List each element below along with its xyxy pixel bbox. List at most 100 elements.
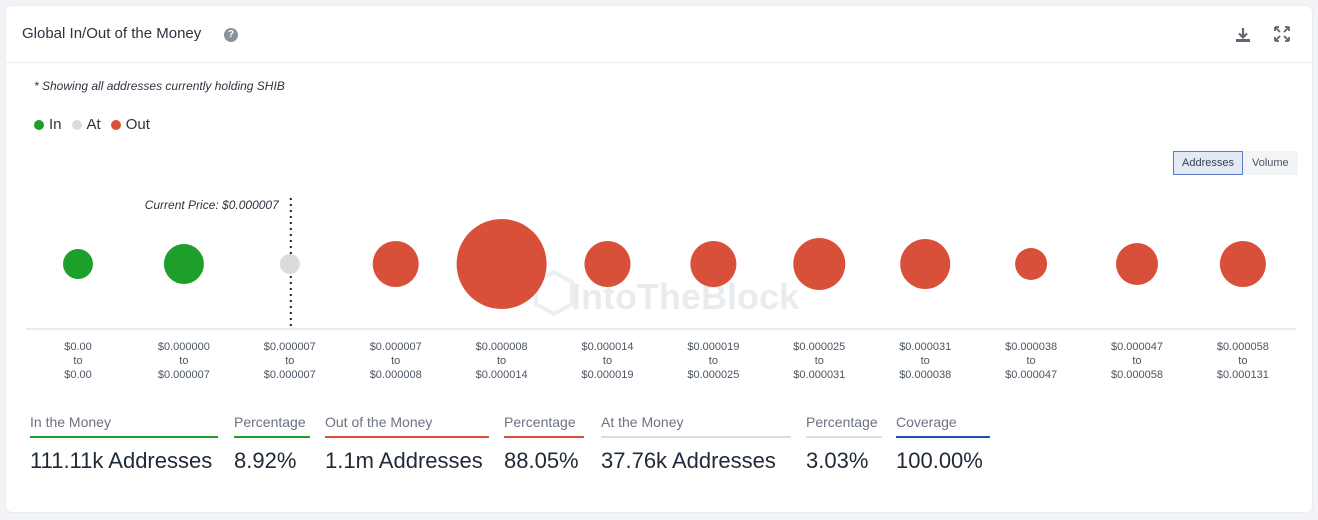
tick-label-separator: to [179,355,188,367]
tick-label-from: $0.000007 [370,341,422,353]
tick-label-from: $0.000019 [687,341,739,353]
tick-label-from: $0.000014 [582,341,634,353]
tick-label-separator: to [497,355,506,367]
stat-block: In the Money 111.11k Addresses [30,414,218,474]
stat-label: At the Money [601,414,684,430]
tick-label-separator: to [709,355,718,367]
chart-card: Global In/Out of the Money ? * Showing a… [6,6,1312,512]
stat-underline [325,436,489,438]
volume-toggle-button[interactable]: Volume [1242,151,1298,175]
stat-label: Percentage [504,414,576,430]
bubble-out[interactable] [584,241,631,287]
tick-label-from: $0.000000 [158,341,210,353]
tick-label-to: $0.000031 [793,369,845,381]
legend-dot-out [110,119,121,130]
stat-value: 37.76k Addresses [601,448,776,473]
tick-label-to: $0.000007 [264,369,316,381]
bubble-out[interactable] [690,241,737,287]
current-price-label: Current Price: $0.000007 [145,198,280,212]
legend: In At Out [34,116,160,133]
tick-label-separator: to [1027,355,1036,367]
tick-label-to: $0.000058 [1111,369,1163,381]
stat-block: Percentage 3.03% [806,414,882,474]
tick-label-to: $0.000025 [687,369,739,381]
stat-underline [504,436,584,438]
tick-label-separator: to [73,355,82,367]
tick-label-from: $0.000058 [1217,341,1269,353]
legend-item-out[interactable]: Out [110,116,150,133]
question-circle-icon[interactable]: ? [224,28,238,42]
stat-block: Coverage 100.00% [896,414,990,474]
bubble-out[interactable] [1116,243,1158,285]
stat-value: 3.03% [806,448,869,473]
tick-label-from: $0.000008 [476,341,528,353]
tick-label-separator: to [1132,355,1141,367]
tick-label-separator: to [815,355,824,367]
legend-label-at: At [86,116,101,133]
card-header: Global In/Out of the Money ? [6,6,1312,63]
expand-icon[interactable] [1274,26,1290,42]
tick-label-to: $0.000007 [158,369,210,381]
stat-label: Coverage [896,414,957,430]
stat-underline [30,436,218,438]
tick-label-separator: to [921,355,930,367]
addresses-toggle-button[interactable]: Addresses [1173,151,1243,175]
watermark-logo-icon [534,269,574,317]
tick-label-from: $0.000025 [793,341,845,353]
bubble-in[interactable] [163,244,204,284]
tick-label-separator: to [1238,355,1247,367]
stat-value: 111.11k Addresses [30,448,213,473]
summary-stats: In the Money 111.11k Addresses Percentage 8… [30,414,1030,494]
stat-underline [806,436,882,438]
tick-label-separator: to [285,355,294,367]
download-icon[interactable] [1234,26,1252,44]
stat-value: 8.92% [234,448,297,473]
bubble-out[interactable] [1015,248,1048,280]
tick-label-from: $0.000031 [899,341,951,353]
stat-block: Percentage 8.92% [234,414,310,474]
stat-value: 100.00% [896,448,983,473]
bubble-at[interactable] [279,254,300,274]
bubble-out[interactable] [456,219,547,309]
stat-label: Percentage [806,414,878,430]
stat-underline [896,436,990,438]
tick-label-from: $0.000007 [264,341,316,353]
stat-value: 1.1m Addresses [325,448,483,473]
legend-dot-at [71,119,82,130]
page-title: Global In/Out of the Money [22,25,202,42]
stat-value: 88.05% [504,448,579,473]
tick-label-to: $0.00 [64,369,92,381]
stat-label: Out of the Money [325,414,433,430]
tick-label-from: $0.00 [64,341,92,353]
tick-label-to: $0.000131 [1217,369,1269,381]
tick-label-to: $0.000047 [1005,369,1057,381]
bubble-in[interactable] [63,249,93,279]
tick-label-to: $0.000019 [582,369,634,381]
bubble-out[interactable] [372,241,419,287]
legend-label-in: In [49,116,62,133]
tick-label-to: $0.000014 [476,369,528,381]
tick-label-separator: to [391,355,400,367]
legend-item-in[interactable]: In [34,116,62,133]
tick-label-separator: to [603,355,612,367]
tick-label-to: $0.000008 [370,369,422,381]
stat-block: Percentage 88.05% [504,414,584,474]
stat-block: At the Money 37.76k Addresses [601,414,791,474]
stat-underline [601,436,791,438]
tick-label-from: $0.000047 [1111,341,1163,353]
legend-item-at[interactable]: At [71,116,101,133]
stat-label: In the Money [30,414,111,430]
legend-label-out: Out [125,116,150,133]
tick-label-to: $0.000038 [899,369,951,381]
bubble-out[interactable] [900,239,951,289]
stat-block: Out of the Money 1.1m Addresses [325,414,489,474]
bubble-out[interactable] [1219,241,1266,287]
stat-label: Percentage [234,414,306,430]
holding-note: * Showing all addresses currently holdin… [34,79,285,93]
stat-underline [234,436,310,438]
bubble-out[interactable] [793,238,846,290]
legend-dot-in [34,119,44,130]
tick-label-from: $0.000038 [1005,341,1057,353]
metric-toggle: Addresses Volume [1173,151,1298,175]
